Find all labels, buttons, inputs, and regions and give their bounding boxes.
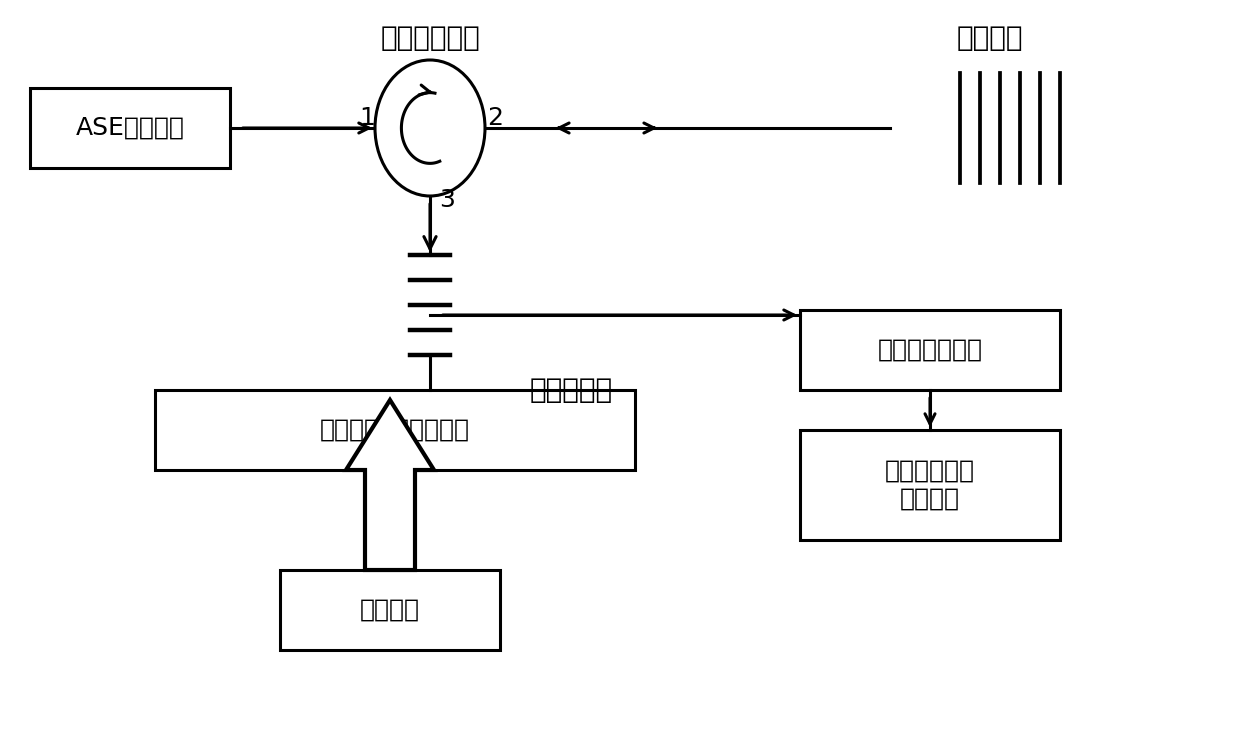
Text: 相位调制型光纤传感器: 相位调制型光纤传感器 bbox=[320, 418, 470, 442]
Ellipse shape bbox=[374, 60, 485, 196]
Text: ASE宽带光源: ASE宽带光源 bbox=[76, 116, 185, 140]
Text: 三端口环行器: 三端口环行器 bbox=[381, 24, 480, 52]
Text: 1: 1 bbox=[360, 106, 374, 130]
Bar bbox=[155, 390, 635, 470]
Polygon shape bbox=[346, 400, 434, 570]
Text: 2: 2 bbox=[487, 106, 503, 130]
Bar bbox=[30, 88, 229, 168]
Text: 啁啾光栅: 啁啾光栅 bbox=[957, 24, 1023, 52]
Bar bbox=[800, 430, 1060, 540]
Text: 高速光电探测器: 高速光电探测器 bbox=[878, 338, 982, 362]
Text: 被测信号: 被测信号 bbox=[360, 598, 420, 622]
Text: 3: 3 bbox=[439, 188, 455, 212]
Bar bbox=[800, 310, 1060, 390]
Text: 信号处理以及
显示系统: 信号处理以及 显示系统 bbox=[885, 459, 975, 511]
Bar bbox=[280, 570, 500, 650]
Text: 长周期光栅: 长周期光栅 bbox=[529, 376, 613, 404]
